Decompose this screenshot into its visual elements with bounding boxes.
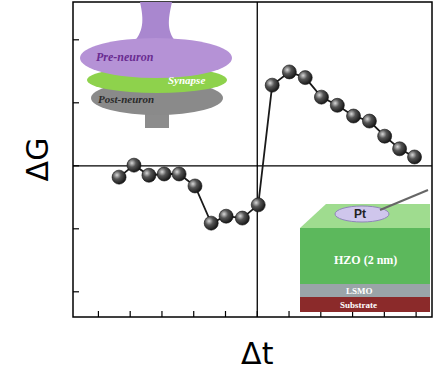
chart-container: Pre-neuron Synapse Post-neuron Pt HZO (2 nm)… (0, 0, 437, 378)
chart-svg: Pre-neuron Synapse Post-neuron Pt HZO (2 nm)… (0, 0, 437, 378)
data-point (172, 167, 186, 181)
data-point (204, 216, 218, 230)
data-point (112, 170, 126, 184)
device-inset (300, 190, 430, 312)
inset-label: Post-neuron (98, 93, 154, 105)
substrate-layer (300, 297, 430, 312)
data-point (298, 71, 312, 85)
data-point (219, 209, 233, 223)
data-point (251, 198, 265, 212)
y-tick (73, 39, 79, 40)
pt-electrode (335, 206, 389, 222)
data-point (265, 78, 279, 92)
x-tick (225, 311, 226, 317)
data-point (362, 114, 376, 128)
hzo-layer (300, 228, 430, 284)
probe (380, 190, 428, 210)
x-tick (130, 311, 131, 317)
inset-label: Pt (354, 207, 366, 221)
data-point (142, 168, 156, 182)
zero-line-v (257, 2, 258, 317)
data-point (314, 90, 328, 104)
data-point (347, 109, 361, 123)
x-tick (193, 311, 194, 317)
inset-label: HZO (2 nm) (334, 253, 397, 267)
inset-label: Pre-neuron (96, 50, 154, 64)
y-tick (73, 102, 79, 103)
pre-neuron (80, 38, 232, 78)
data-point (157, 167, 171, 181)
data-point (282, 65, 296, 79)
hzo-top (300, 204, 430, 228)
data-point (235, 211, 249, 225)
data-point (127, 158, 141, 172)
data-point (330, 98, 344, 112)
axon (132, 2, 178, 44)
y-axis-title: ΔG (20, 138, 55, 182)
x-tick (161, 311, 162, 317)
y-tick (73, 228, 79, 229)
inset-label: Synapse (168, 74, 205, 86)
lsmo-layer (300, 284, 430, 297)
neuron-inset (80, 2, 232, 128)
x-tick (98, 311, 99, 317)
inset-label: LSMO (346, 286, 373, 296)
x-tick (288, 311, 289, 317)
series-line (119, 72, 414, 223)
y-tick (73, 291, 79, 292)
x-axis-title: Δt (241, 336, 274, 371)
data-point (393, 142, 407, 156)
inset-label: Substrate (340, 300, 377, 310)
data-point (188, 179, 202, 193)
plot-frame (73, 2, 432, 317)
data-point (378, 129, 392, 143)
data-group (112, 65, 421, 230)
data-point (408, 150, 422, 164)
